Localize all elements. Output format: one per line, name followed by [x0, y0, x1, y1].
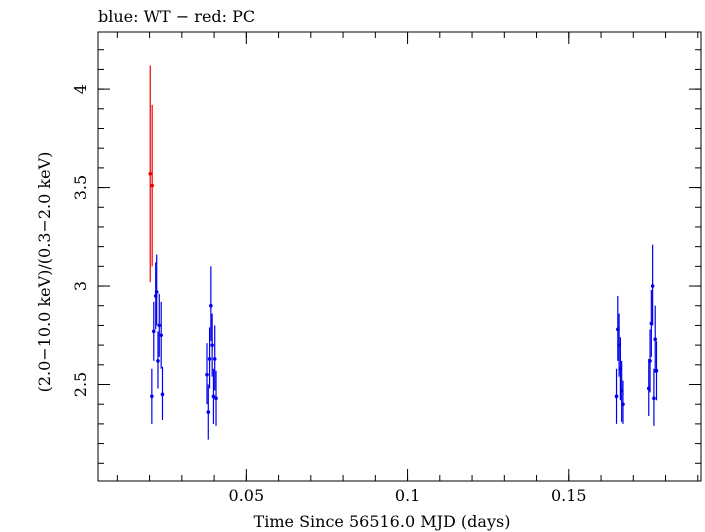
data-point [652, 396, 656, 401]
data-point [157, 323, 162, 328]
data-point [654, 368, 659, 373]
x-tick-label: 0.1 [395, 486, 420, 505]
data-point [653, 337, 658, 342]
chart-title: blue: WT − red: PC [98, 7, 255, 26]
major-ticks [98, 32, 701, 481]
x-tick-label: 0.15 [551, 486, 587, 505]
y-tick-label: 4 [71, 84, 90, 94]
minor-ticks [98, 32, 701, 481]
data-point [648, 359, 652, 363]
series-wt [150, 244, 659, 440]
data-point [210, 343, 214, 347]
data-point [159, 333, 163, 338]
y-tick-label: 3 [71, 281, 90, 291]
data-point [209, 303, 213, 308]
data-point [207, 357, 212, 361]
data-point [205, 372, 209, 377]
data-point [154, 290, 159, 294]
data-point [614, 394, 619, 399]
series-pc [148, 65, 154, 283]
data-point [212, 357, 217, 361]
series-layer [148, 65, 659, 440]
x-axis-label: Time Since 56516.0 MJD (days) [254, 512, 511, 531]
data-point [650, 284, 655, 288]
data-point [148, 171, 153, 176]
x-tick-label: 0.05 [229, 486, 265, 505]
y-axis-label: (2.0−10.0 keV)/(0.3−2.0 keV) [35, 152, 54, 393]
data-point [150, 394, 154, 399]
data-point [621, 402, 625, 407]
data-point [156, 359, 160, 363]
data-point [206, 410, 211, 414]
plot-frame [97, 31, 702, 482]
data-point [214, 396, 218, 401]
data-point [160, 392, 165, 397]
data-point [211, 394, 216, 399]
y-tick-label: 3.5 [71, 175, 90, 200]
tick-labels: 0.05 0.1 0.15 2.5 3 3.5 4 [71, 84, 587, 505]
data-point [151, 329, 156, 334]
y-tick-label: 2.5 [71, 372, 90, 397]
data-point [150, 183, 154, 188]
